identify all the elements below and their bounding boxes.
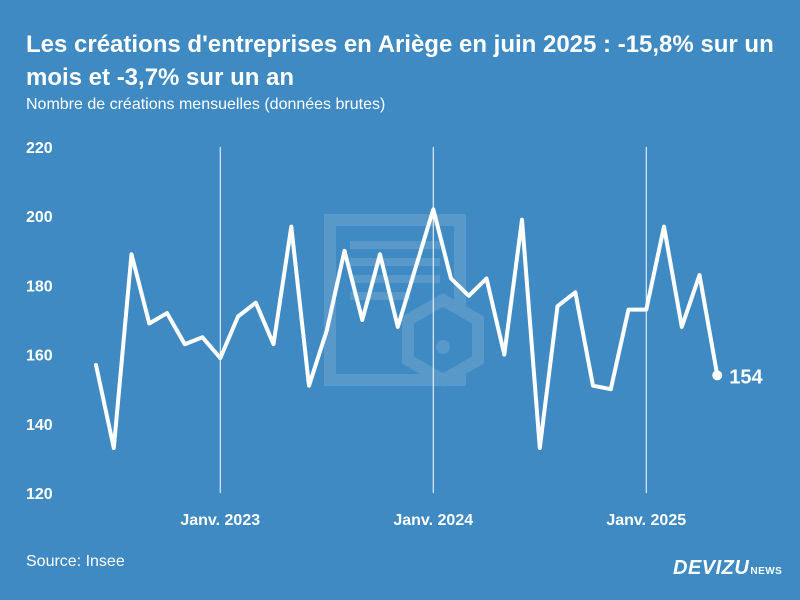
- brand-name: DEVIZU: [673, 557, 750, 579]
- last-value-label: 154: [729, 366, 763, 388]
- y-tick-label: 180: [26, 278, 53, 295]
- series-line: [94, 207, 720, 450]
- source-note: Source: Insee: [26, 553, 125, 570]
- y-tick-label: 220: [26, 140, 53, 157]
- y-tick-label: 140: [26, 417, 53, 434]
- y-tick-label: 200: [26, 209, 53, 226]
- x-tick-label: Janv. 2025: [606, 512, 686, 529]
- watermark-logo-icon: [324, 214, 484, 387]
- chart-title: Les créations d'entreprises en Ariège en…: [26, 31, 774, 91]
- x-tick-label: Janv. 2023: [180, 512, 260, 529]
- x-tick-label: Janv. 2024: [393, 512, 473, 529]
- y-tick-label: 160: [26, 348, 53, 365]
- brand-suffix: NEWS: [750, 566, 783, 577]
- brand-logo: DEVIZUNEWS: [673, 557, 782, 580]
- last-point-marker: [712, 370, 723, 381]
- y-tick-label: 120: [26, 486, 53, 503]
- chart-subtitle: Nombre de créations mensuelles (données …: [26, 96, 386, 113]
